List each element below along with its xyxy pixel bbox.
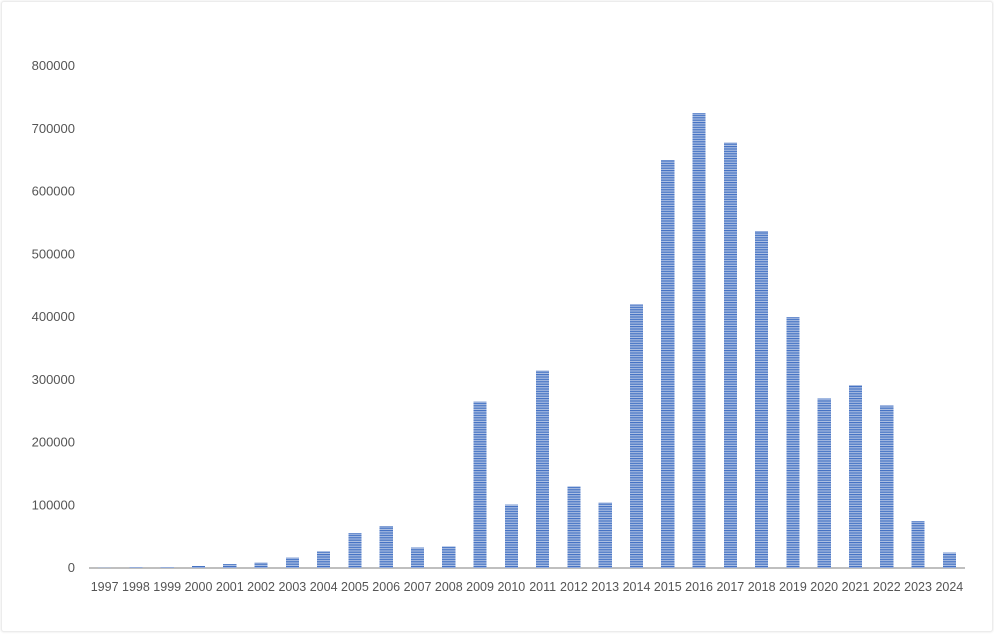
svg-text:2015: 2015 xyxy=(654,580,682,594)
svg-text:2021: 2021 xyxy=(842,580,870,594)
svg-text:2010: 2010 xyxy=(497,580,525,594)
svg-text:1998: 1998 xyxy=(122,580,150,594)
svg-text:2024: 2024 xyxy=(935,580,963,594)
svg-text:2014: 2014 xyxy=(623,580,651,594)
svg-text:200000: 200000 xyxy=(32,435,75,450)
svg-text:2012: 2012 xyxy=(560,580,588,594)
svg-text:2022: 2022 xyxy=(873,580,901,594)
svg-text:1997: 1997 xyxy=(91,580,119,594)
svg-text:2008: 2008 xyxy=(435,580,463,594)
svg-text:2019: 2019 xyxy=(779,580,807,594)
svg-text:2000: 2000 xyxy=(185,580,213,594)
svg-text:300000: 300000 xyxy=(32,372,75,387)
svg-text:2013: 2013 xyxy=(591,580,619,594)
svg-text:400000: 400000 xyxy=(32,309,75,324)
svg-text:2023: 2023 xyxy=(904,580,932,594)
svg-text:800000: 800000 xyxy=(32,58,75,73)
svg-text:600000: 600000 xyxy=(32,184,75,199)
svg-text:0: 0 xyxy=(68,560,75,575)
svg-text:500000: 500000 xyxy=(32,246,75,261)
svg-text:2016: 2016 xyxy=(685,580,713,594)
svg-text:2003: 2003 xyxy=(278,580,306,594)
svg-text:2007: 2007 xyxy=(404,580,432,594)
svg-text:2005: 2005 xyxy=(341,580,369,594)
svg-text:2011: 2011 xyxy=(529,580,556,594)
svg-text:700000: 700000 xyxy=(32,121,75,136)
svg-text:2004: 2004 xyxy=(310,580,338,594)
svg-text:2001: 2001 xyxy=(216,580,244,594)
svg-text:2018: 2018 xyxy=(748,580,776,594)
svg-text:100000: 100000 xyxy=(32,497,75,512)
svg-text:2017: 2017 xyxy=(716,580,744,594)
svg-text:2009: 2009 xyxy=(466,580,494,594)
svg-text:2020: 2020 xyxy=(810,580,838,594)
svg-text:2006: 2006 xyxy=(372,580,400,594)
svg-text:1999: 1999 xyxy=(153,580,181,594)
svg-text:2002: 2002 xyxy=(247,580,275,594)
